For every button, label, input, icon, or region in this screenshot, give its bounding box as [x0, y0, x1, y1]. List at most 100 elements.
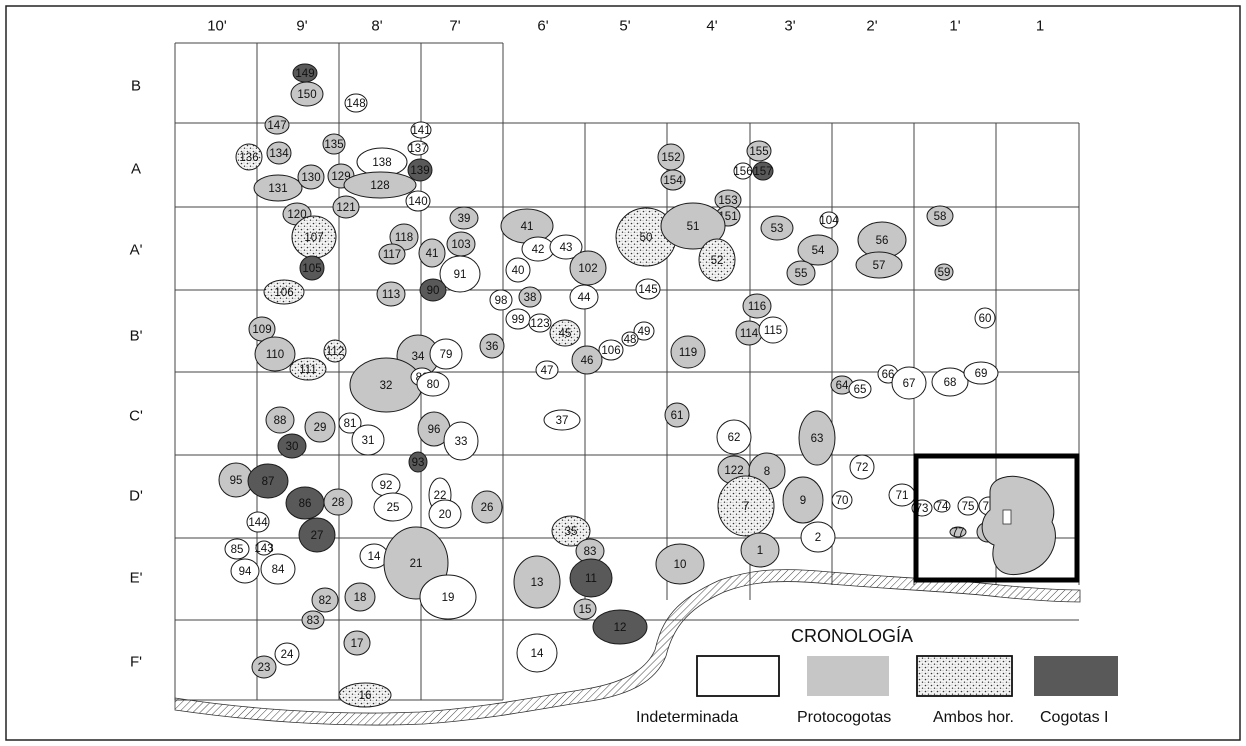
pit-29: 29 [304, 411, 336, 443]
pit-label: 84 [272, 564, 285, 576]
pit-shape [408, 451, 428, 473]
pit-label: 106 [601, 345, 620, 357]
pit-label: 46 [581, 355, 594, 367]
pit-label: 21 [410, 558, 423, 570]
pit-shape [798, 410, 836, 466]
pit-label: 70 [836, 495, 849, 507]
column-label: 4' [706, 18, 717, 35]
pit-label: 59 [938, 267, 951, 279]
pit-82: 82 [311, 587, 339, 613]
pit-shape [733, 162, 753, 180]
pit-label: 104 [819, 215, 839, 227]
pit-label: 91 [454, 269, 467, 281]
pit-label: 139 [410, 165, 429, 177]
column-label: 1 [1036, 18, 1044, 35]
pit-label: 140 [408, 196, 427, 208]
pit-33: 33 [443, 421, 479, 461]
pit-shape [351, 424, 385, 456]
pit-label: 23 [258, 662, 271, 674]
pit-136: 136 [235, 143, 263, 171]
pit-49: 49 [633, 321, 655, 341]
pit-shape [338, 682, 392, 708]
pit-shape [407, 158, 433, 182]
pit-shape [635, 278, 661, 300]
pit-label: 122 [724, 465, 743, 477]
pit-label: 7 [743, 501, 749, 513]
pit-shape [254, 336, 296, 372]
pit-label: 83 [584, 546, 597, 558]
pit-84: 84 [260, 553, 296, 585]
pit-label: 32 [380, 380, 393, 392]
pit-label: 152 [661, 152, 680, 164]
pit-81: 81 [338, 412, 362, 434]
pit-shape [800, 521, 836, 553]
pit-52: 52 [698, 238, 736, 282]
pit-shape [230, 558, 260, 584]
pit-shape [322, 133, 346, 155]
pit-shape [338, 412, 362, 434]
pit-shape [573, 598, 597, 620]
row-label: F' [130, 654, 142, 671]
pit-label: 47 [541, 365, 554, 377]
pit-label: 98 [495, 295, 508, 307]
pit-19: 19 [419, 574, 477, 620]
pit-label: 94 [239, 566, 252, 578]
pit-shape [311, 587, 339, 613]
pit-138: 138 [356, 147, 408, 177]
pit-label: 28 [332, 497, 345, 509]
pit-label: 113 [382, 289, 400, 301]
pit-label: 135 [324, 139, 343, 151]
pit-label: 107 [304, 232, 323, 244]
pit-label: 42 [532, 244, 545, 256]
pit-label: 137 [408, 143, 427, 155]
row-label: A [131, 161, 141, 178]
pit-113: 113 [376, 281, 406, 307]
pit-shape [949, 526, 967, 538]
pit-149: 149 [292, 63, 318, 83]
pit-90: 90 [419, 278, 447, 302]
pit-shape [246, 511, 270, 533]
pit-label: 150 [297, 89, 316, 101]
pit-label: 41 [426, 248, 439, 260]
pit-label: 24 [281, 649, 294, 661]
pit-label: 51 [687, 221, 700, 233]
pit-shape [660, 169, 686, 191]
pit-shape [410, 121, 432, 139]
pit-112: 112 [323, 339, 347, 363]
pit-label: 62 [728, 432, 741, 444]
pit-105: 105 [299, 255, 325, 281]
pit-118: 118 [389, 223, 419, 251]
pit-53: 53 [760, 215, 794, 241]
pit-27: 27 [298, 517, 336, 553]
pit-40: 40 [505, 257, 531, 283]
pit-shape [429, 338, 463, 370]
pit-label: 145 [638, 284, 657, 296]
pit-shape [266, 141, 292, 165]
pit-144: 144 [246, 511, 270, 533]
pit-label: 118 [395, 232, 413, 244]
pit-148: 148 [344, 93, 368, 113]
pit-shape [265, 406, 295, 434]
pit-106: 106 [598, 339, 624, 361]
pit-shape [407, 140, 429, 156]
pit-shape [332, 195, 360, 219]
small-marker [1002, 509, 1012, 525]
column-labels: 10' 9' 8' 7' 6' 5' 4' 3' 2' 1' 1 [207, 18, 1044, 35]
pit-79: 79 [429, 338, 463, 370]
pit-107: 107 [291, 215, 337, 259]
pit-label: 88 [274, 415, 287, 427]
pit-label: 110 [266, 349, 284, 361]
row-label: C' [129, 408, 143, 425]
pit-label: 44 [578, 292, 591, 304]
pit-label: 60 [979, 313, 992, 325]
pit-label: 66 [882, 369, 895, 381]
legend-swatch-protocogotas [807, 656, 889, 696]
pit-label: 14 [531, 648, 544, 660]
legend-swatch-cogotas [1034, 656, 1118, 696]
pit-label: 41 [521, 221, 534, 233]
pit-17: 17 [343, 630, 371, 656]
pit-shape [505, 257, 531, 283]
pit-shape [376, 281, 406, 307]
pit-shape [516, 633, 558, 673]
pit-116: 116 [742, 293, 772, 319]
